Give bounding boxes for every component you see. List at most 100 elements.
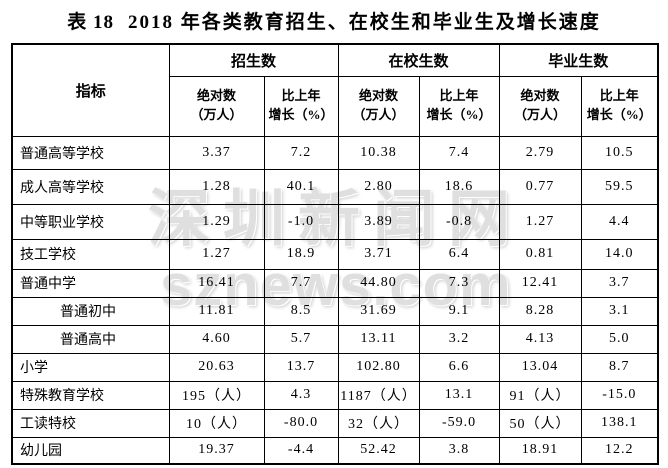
- value-cell: 195（人）: [168, 380, 265, 410]
- page-title: 表 18 2018 年各类教育招生、在校生和毕业生及增长速度: [0, 7, 668, 34]
- indicator-cell: 技工学校: [11, 238, 170, 270]
- indicator-cell: 普通高等学校: [11, 135, 170, 170]
- value-cell: -80.0: [263, 408, 339, 438]
- value-cell: 40.1: [263, 168, 339, 205]
- table-row: 普通高等学校 3.37 7.2 10.38 7.4 2.79 10.5: [11, 135, 659, 170]
- group-header-students: 在校生数: [337, 43, 500, 77]
- value-cell: 7.2: [263, 135, 339, 170]
- sub-header-enrollment-absolute: 绝对数 （万人）: [168, 75, 265, 137]
- value-cell: 1.28: [168, 168, 265, 205]
- table-title-text: 2018 年各类教育招生、在校生和毕业生及增长速度: [128, 12, 601, 33]
- sub-header-enrollment-growth: 比上年 增长（%）: [263, 75, 339, 137]
- value-cell: 20.63: [168, 352, 265, 382]
- value-cell: 3.1: [580, 296, 659, 326]
- value-cell: 8.28: [498, 296, 582, 326]
- value-cell: 3.89: [337, 203, 420, 240]
- value-cell: 138.1: [580, 408, 659, 438]
- value-cell: 18.6: [418, 168, 500, 205]
- value-cell: 4.13: [498, 324, 582, 354]
- indicator-cell: 普通中学: [11, 268, 170, 298]
- value-cell: -4.4: [263, 436, 339, 465]
- value-cell: 0.81: [498, 238, 582, 270]
- sub-header-students-growth: 比上年 增长（%）: [418, 75, 500, 137]
- value-cell: 4.4: [580, 203, 659, 240]
- indicator-cell: 工读特校: [11, 408, 170, 438]
- value-cell: 50（人）: [498, 408, 582, 438]
- value-cell: 5.0: [580, 324, 659, 354]
- indicator-column-header: 指标: [11, 43, 170, 137]
- value-cell: 0.77: [498, 168, 582, 205]
- value-cell: 8.7: [580, 352, 659, 382]
- value-cell: -59.0: [418, 408, 500, 438]
- value-cell: 18.9: [263, 238, 339, 270]
- value-cell: 3.7: [580, 268, 659, 298]
- table-row: 普通中学 16.41 7.7 44.80 7.3 12.41 3.7: [11, 268, 659, 298]
- value-cell: 13.04: [498, 352, 582, 382]
- value-cell: 11.81: [168, 296, 265, 326]
- table-header: 指标 招生数 在校生数 毕业生数 绝对数 （万人） 比上年 增长（%） 绝对数 （万人…: [11, 43, 659, 137]
- value-cell: 7.7: [263, 268, 339, 298]
- table-row: 成人高等学校 1.28 40.1 2.80 18.6 0.77 59.5: [11, 168, 659, 205]
- value-cell: 10（人）: [168, 408, 265, 438]
- value-cell: 4.60: [168, 324, 265, 354]
- value-cell: -15.0: [580, 380, 659, 410]
- value-cell: 91（人）: [498, 380, 582, 410]
- value-cell: 10.5: [580, 135, 659, 170]
- value-cell: 10.38: [337, 135, 420, 170]
- sub-header-graduates-absolute: 绝对数 （万人）: [498, 75, 582, 137]
- value-cell: 31.69: [337, 296, 420, 326]
- sub-header-graduates-growth: 比上年 增长（%）: [580, 75, 659, 137]
- value-cell: 4.3: [263, 380, 339, 410]
- value-cell: 8.5: [263, 296, 339, 326]
- value-cell: 2.80: [337, 168, 420, 205]
- value-cell: 19.37: [168, 436, 265, 465]
- value-cell: 14.0: [580, 238, 659, 270]
- indicator-cell: 小学: [11, 352, 170, 382]
- value-cell: 1.29: [168, 203, 265, 240]
- value-cell: 13.7: [263, 352, 339, 382]
- table-body: 普通高等学校 3.37 7.2 10.38 7.4 2.79 10.5 成人高等学校 1.28 4…: [11, 135, 659, 465]
- value-cell: 1.27: [498, 203, 582, 240]
- table-row: 工读特校 10（人） -80.0 32（人） -59.0 50（人） 138.1: [11, 408, 659, 438]
- table-row: 特殊教育学校 195（人） 4.3 1187（人） 13.1 91（人） -15.0: [11, 380, 659, 410]
- sub-header-row: 绝对数 （万人） 比上年 增长（%） 绝对数 （万人） 比上年 增长（%） 绝对数 （万人…: [12, 75, 659, 137]
- value-cell: 9.1: [418, 296, 500, 326]
- group-header-enrollment: 招生数: [168, 43, 339, 77]
- value-cell: 7.4: [418, 135, 500, 170]
- indicator-cell: 中等职业学校: [11, 203, 170, 240]
- table-number-label: 表 18: [67, 12, 114, 33]
- table-row: 普通高中 4.60 5.7 13.11 3.2 4.13 5.0: [11, 324, 659, 354]
- value-cell: 52.42: [337, 436, 420, 465]
- value-cell: 7.3: [418, 268, 500, 298]
- table-row: 幼儿园 19.37 -4.4 52.42 3.8 18.91 12.2: [11, 436, 659, 465]
- value-cell: 5.7: [263, 324, 339, 354]
- table-row: 普通初中 11.81 8.5 31.69 9.1 8.28 3.1: [11, 296, 659, 326]
- value-cell: 3.2: [418, 324, 500, 354]
- indicator-cell: 特殊教育学校: [11, 380, 170, 410]
- sub-header-students-absolute: 绝对数 （万人）: [337, 75, 420, 137]
- value-cell: 6.4: [418, 238, 500, 270]
- value-cell: 12.2: [580, 436, 659, 465]
- indicator-cell: 幼儿园: [11, 436, 170, 465]
- indicator-cell: 普通初中: [11, 296, 170, 326]
- value-cell: 3.37: [168, 135, 265, 170]
- value-cell: -1.0: [263, 203, 339, 240]
- education-statistics-table: 指标 招生数 在校生数 毕业生数 绝对数 （万人） 比上年 增长（%） 绝对数 （万人…: [11, 43, 660, 465]
- indicator-cell: 普通高中: [11, 324, 170, 354]
- value-cell: 44.80: [337, 268, 420, 298]
- table-row: 中等职业学校 1.29 -1.0 3.89 -0.8 1.27 4.4: [11, 203, 659, 240]
- table-row: 技工学校 1.27 18.9 3.71 6.4 0.81 14.0: [11, 238, 659, 270]
- value-cell: 13.1: [418, 380, 500, 410]
- value-cell: 12.41: [498, 268, 582, 298]
- value-cell: 6.6: [418, 352, 500, 382]
- table-row: 小学 20.63 13.7 102.80 6.6 13.04 8.7: [11, 352, 659, 382]
- value-cell: 32（人）: [337, 408, 420, 438]
- value-cell: -0.8: [418, 203, 500, 240]
- value-cell: 1187（人）: [337, 380, 420, 410]
- indicator-cell: 成人高等学校: [11, 168, 170, 205]
- group-header-graduates: 毕业生数: [498, 43, 659, 77]
- value-cell: 13.11: [337, 324, 420, 354]
- value-cell: 3.71: [337, 238, 420, 270]
- value-cell: 102.80: [337, 352, 420, 382]
